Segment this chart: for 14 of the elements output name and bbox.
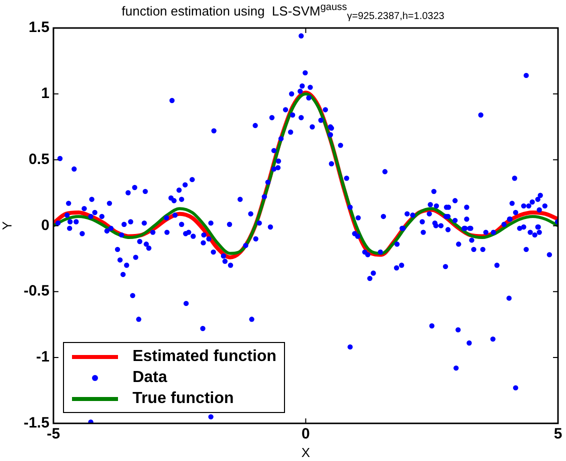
y-tick-label: 0 bbox=[41, 216, 50, 234]
y-tick-label: 1 bbox=[41, 85, 50, 102]
x-axis-title: X bbox=[301, 444, 310, 460]
y-tick-label: -0.5 bbox=[24, 282, 50, 300]
legend-label: Data bbox=[132, 368, 168, 387]
y-tick-label: 1.5 bbox=[28, 19, 50, 36]
legend-label: Estimated function bbox=[132, 348, 276, 366]
y-tick-label: 0.5 bbox=[28, 150, 50, 168]
legend-label: True function bbox=[132, 390, 234, 408]
x-tick-label: 0 bbox=[302, 426, 310, 443]
y-tick-label: -1.5 bbox=[24, 414, 50, 432]
x-tick-label: 5 bbox=[554, 426, 562, 443]
y-axis-title: Y bbox=[0, 221, 14, 230]
y-tick-label: -1 bbox=[36, 348, 50, 366]
